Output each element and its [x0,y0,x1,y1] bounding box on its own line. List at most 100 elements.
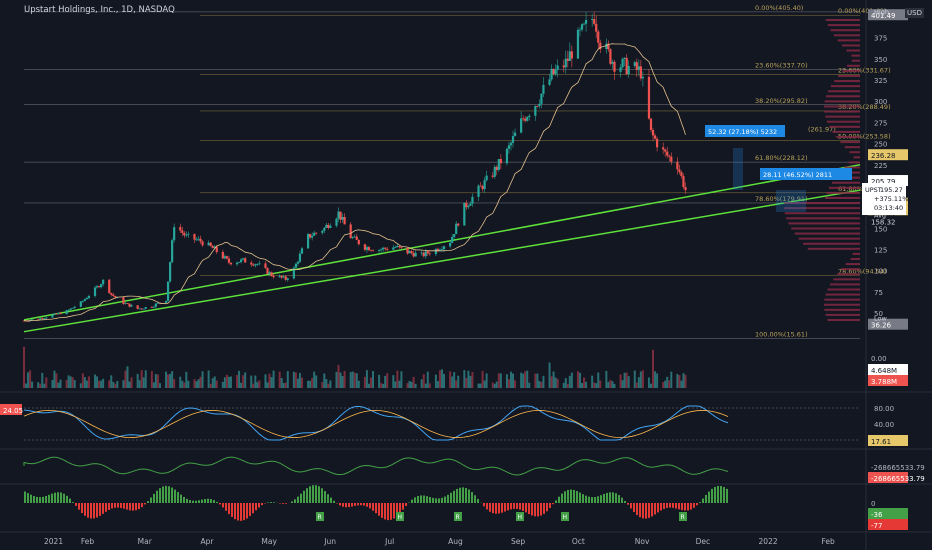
hist-bar [672,503,674,508]
candle-body [609,49,612,64]
candle-body [491,175,494,177]
candle-body [542,84,545,94]
volume-bar [266,382,269,388]
candle-body [296,261,300,264]
hist-bar [717,485,719,503]
hist-bar [627,503,629,505]
volume-bar [31,381,34,388]
hist-bar [282,503,284,504]
hist-bar [579,492,581,503]
volume-bar [386,373,389,388]
volume-bar [343,370,346,388]
volume-profile-bar [827,318,860,322]
volume-bar [240,382,243,388]
hist-bar [177,492,179,503]
volume-bar [676,374,679,388]
annotation-1: 52.32 (27.18%) 5232 [708,128,777,136]
volume-profile-bar [830,283,860,286]
candle-body [43,318,46,320]
hist-bar [273,502,275,503]
candle-body [576,29,580,59]
currency-badge[interactable]: USD [905,8,924,18]
candle-body [371,250,375,252]
candle-body [168,262,172,282]
volume-bar [156,374,159,388]
hist-bar [642,503,644,519]
candle-body [39,318,42,320]
hist-bar [342,503,344,507]
candle-body [240,259,243,262]
price-label-2-bg [868,175,908,187]
y-tick-325: 325 [874,77,887,85]
volume-bar [424,383,427,388]
volume-profile-bar [851,54,860,57]
candle-body [67,309,70,311]
volume-bar [654,371,657,388]
volume-bar [96,376,99,388]
volume-bar [647,377,650,388]
volume-bar [627,376,630,388]
hist-bar [363,503,365,506]
volume-profile-bar [788,222,860,225]
volume-bar [87,376,90,388]
candle-body [655,138,659,148]
candle-body [65,310,68,315]
candle-body [680,172,683,177]
volume-profile-bar [803,242,860,245]
volume-bar [443,373,446,388]
hist-bar [591,497,593,503]
hist-bar [306,488,308,503]
hist-bar [297,496,299,503]
volume-bar [25,383,28,388]
candle-body [438,249,442,251]
volume-profile-bar [824,105,860,108]
hist-bar [96,503,98,518]
hist-bar [621,497,623,503]
candle-body [562,65,565,68]
volume-bar [53,370,56,388]
hist-bar [168,486,170,503]
volume-bar [294,372,297,388]
candle-body [625,57,628,75]
volume-bar [215,380,218,388]
x-tick-7: Aug [448,537,463,546]
hist-bar [333,500,335,503]
hist-bar [684,503,686,511]
volume-bar [169,373,172,388]
hist-bar [525,503,527,513]
candle-body [580,24,584,30]
hist-bar [441,497,443,503]
volume-bar [548,362,551,388]
hist-bar [702,498,704,503]
candle-body [467,205,470,208]
hist-tick-0: 0 [871,500,875,508]
candle-body [164,300,168,303]
low-caption: Low [874,315,887,323]
hist-bar [327,494,329,503]
volume-bar [183,382,186,388]
candle-body [453,234,456,237]
volume-bar [108,380,111,388]
hist-bar [573,489,575,503]
y-tick-225: 225 [874,162,887,170]
fib-label-4: 78.60%(179.91) [755,195,808,203]
candle-body [282,276,285,278]
volume-bar [298,372,301,388]
volume-bar [41,372,44,388]
volume-profile-bar [842,69,860,72]
volume-bar [576,371,579,388]
hist-bar [78,503,80,510]
hist-bar [150,497,152,503]
volume-bar [396,370,399,388]
hist-bar [426,496,428,503]
candle-body [71,307,74,309]
hist-bar [495,503,497,514]
candle-body [394,246,397,248]
x-tick-13: Feb [821,537,835,546]
volume-bar [400,371,403,388]
candle-body [426,251,429,254]
candle-body [150,307,153,308]
candle-body [507,145,511,149]
volume-profile-bar [838,74,860,77]
